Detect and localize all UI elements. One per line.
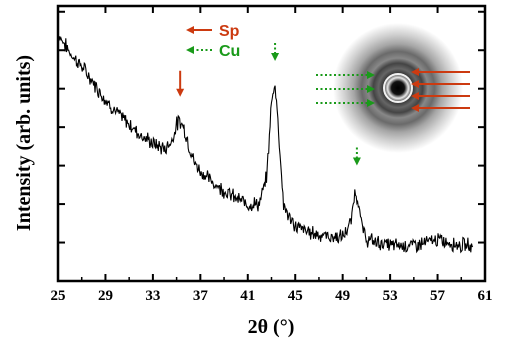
x-axis: 25 29 33 37 41 45 49 53 57 61: [51, 6, 493, 304]
legend-cu-arrowhead: [186, 46, 194, 54]
inset-arrowhead-sp: [411, 92, 419, 100]
inset-arrowhead-sp: [411, 68, 419, 76]
x-tick-label: 33: [145, 288, 160, 304]
x-tick-label: 45: [288, 288, 303, 304]
xrd-trace: [57, 33, 474, 254]
x-tick-label: 57: [430, 288, 446, 304]
legend-cu-label: Cu: [219, 43, 240, 60]
peak-arrowhead: [176, 88, 185, 97]
diffraction-ring-pattern: [333, 23, 463, 153]
diffraction-ring-highlight: [383, 73, 413, 103]
peak-arrows: [176, 43, 361, 166]
x-axis-title: 2θ (°): [248, 316, 295, 338]
diffraction-inset: [333, 23, 463, 153]
x-tick-label: 49: [335, 288, 350, 304]
inset-arrowhead-cu: [367, 71, 375, 79]
inset-arrows-cu: [316, 71, 375, 107]
y-axis-title: Intensity (arb. units): [13, 55, 35, 231]
legend-sp-arrowhead: [186, 26, 194, 34]
peak-arrowhead: [271, 53, 280, 61]
inset-arrowhead-sp: [411, 104, 419, 112]
y-axis: [58, 10, 485, 244]
inset-arrowhead-sp: [411, 80, 419, 88]
x-tick-label: 29: [98, 288, 113, 304]
inset-arrowhead-cu: [367, 99, 375, 107]
legend: Sp Cu: [186, 23, 240, 60]
x-tick-label: 53: [383, 288, 398, 304]
x-tick-label: 41: [240, 288, 255, 304]
inset-arrows-sp: [411, 68, 470, 112]
peak-arrowhead: [352, 157, 361, 166]
x-tick-label: 25: [51, 288, 66, 304]
inset-arrowhead-cu: [367, 85, 375, 93]
x-tick-label: 37: [193, 288, 209, 304]
x-tick-label: 61: [478, 288, 493, 304]
legend-sp-label: Sp: [219, 23, 240, 40]
